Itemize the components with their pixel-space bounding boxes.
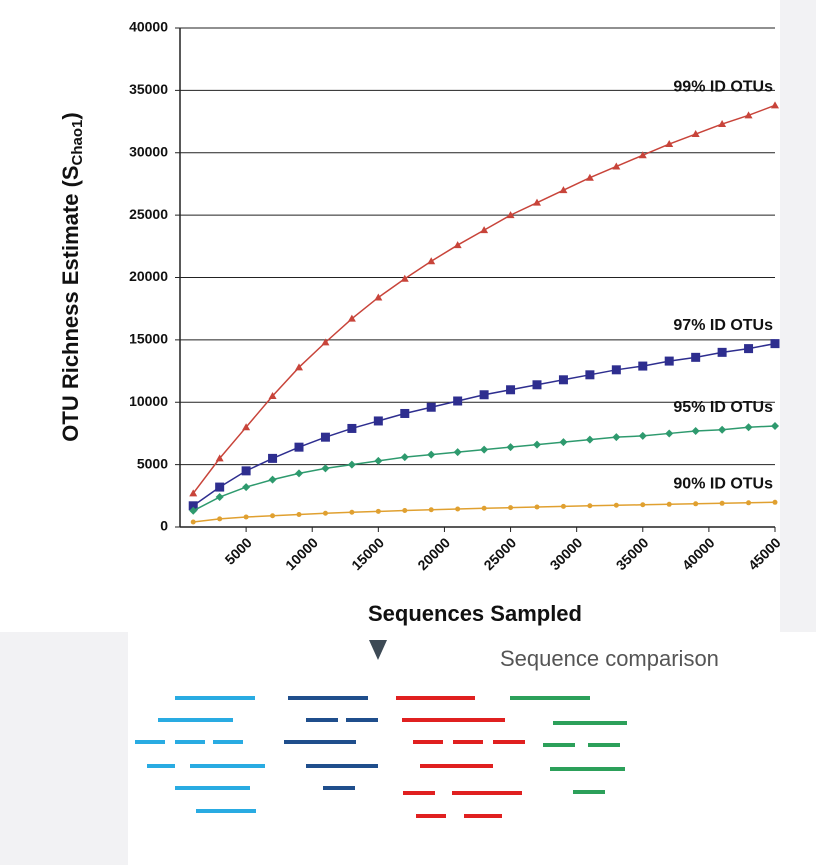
series-label: 99% ID OTUs bbox=[673, 79, 773, 96]
point bbox=[270, 513, 275, 518]
point bbox=[297, 512, 302, 517]
series-label: 90% ID OTUs bbox=[673, 476, 773, 493]
point bbox=[402, 508, 407, 513]
point bbox=[480, 390, 489, 399]
point bbox=[587, 503, 592, 508]
point bbox=[640, 502, 645, 507]
point bbox=[482, 506, 487, 511]
point bbox=[612, 365, 621, 374]
y-tick-label: 40000 bbox=[129, 19, 168, 35]
point bbox=[429, 507, 434, 512]
point bbox=[191, 520, 196, 525]
point bbox=[535, 505, 540, 510]
y-axis-title-main: OTU Richness Estimate (S bbox=[58, 165, 83, 441]
point bbox=[533, 380, 542, 389]
point bbox=[244, 515, 249, 520]
y-tick-label: 0 bbox=[160, 518, 168, 534]
point bbox=[638, 362, 647, 371]
y-tick-label: 5000 bbox=[137, 455, 168, 471]
chart-background bbox=[0, 0, 780, 632]
point bbox=[667, 502, 672, 507]
point bbox=[614, 503, 619, 508]
page: Sequences Sampled OTU Richness Estimate … bbox=[0, 0, 816, 865]
y-tick-label: 20000 bbox=[129, 268, 168, 284]
point bbox=[376, 509, 381, 514]
point bbox=[349, 510, 354, 515]
point bbox=[321, 433, 330, 442]
point bbox=[771, 339, 780, 348]
x-axis-title: Sequences Sampled bbox=[368, 601, 582, 626]
point bbox=[746, 500, 751, 505]
y-tick-label: 10000 bbox=[129, 393, 168, 409]
point bbox=[744, 344, 753, 353]
point bbox=[323, 511, 328, 516]
point bbox=[455, 507, 460, 512]
point bbox=[693, 501, 698, 506]
point bbox=[585, 370, 594, 379]
point bbox=[718, 348, 727, 357]
y-axis-title-sub: Chao1 bbox=[69, 120, 86, 166]
y-tick-label: 35000 bbox=[129, 81, 168, 97]
point bbox=[242, 466, 251, 475]
y-tick-label: 25000 bbox=[129, 206, 168, 222]
point bbox=[773, 500, 778, 505]
point bbox=[561, 504, 566, 509]
diagram-caption: Sequence comparison bbox=[500, 646, 719, 671]
point bbox=[215, 483, 224, 492]
series-label: 97% ID OTUs bbox=[673, 317, 773, 334]
point bbox=[665, 357, 674, 366]
y-tick-label: 15000 bbox=[129, 331, 168, 347]
y-tick-label: 30000 bbox=[129, 143, 168, 159]
point bbox=[508, 505, 513, 510]
point bbox=[559, 375, 568, 384]
series-label: 95% ID OTUs bbox=[673, 399, 773, 416]
point bbox=[295, 443, 304, 452]
figure: Sequences Sampled OTU Richness Estimate … bbox=[0, 0, 816, 865]
point bbox=[506, 385, 515, 394]
point bbox=[217, 516, 222, 521]
point bbox=[400, 409, 409, 418]
point bbox=[427, 403, 436, 412]
point bbox=[691, 353, 700, 362]
y-axis-title-end: ) bbox=[58, 112, 83, 119]
point bbox=[453, 397, 462, 406]
point bbox=[720, 501, 725, 506]
point bbox=[374, 416, 383, 425]
point bbox=[268, 454, 277, 463]
point bbox=[347, 424, 356, 433]
